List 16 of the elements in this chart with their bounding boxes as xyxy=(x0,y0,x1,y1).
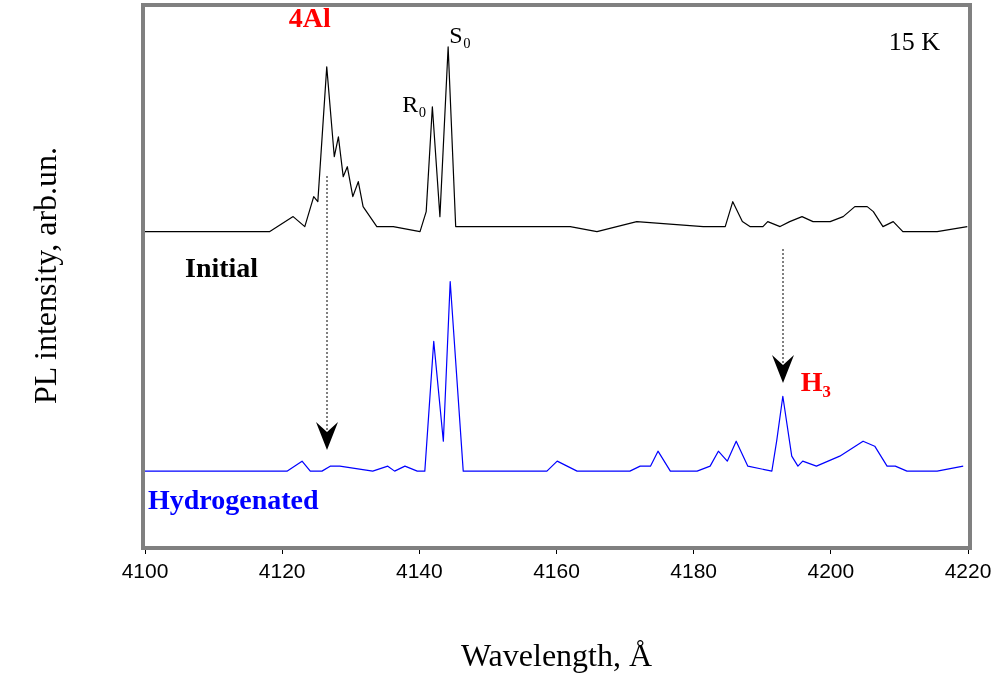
annotation: 4Al xyxy=(288,1,331,33)
annotation: H₃ xyxy=(800,366,832,398)
annotation: S₀ xyxy=(449,21,471,48)
x-tick-label: 4160 xyxy=(533,559,580,583)
annotation: 15 K xyxy=(888,27,941,56)
series-label: Hydrogenated xyxy=(148,484,320,516)
x-tick-label: 4140 xyxy=(395,559,443,583)
x-axis-title: Wavelength, Å xyxy=(460,637,653,674)
x-tick-label: 4220 xyxy=(944,559,992,583)
annotation: R₀ xyxy=(402,90,427,117)
y-axis-title: PL intensity, arb.un. xyxy=(27,146,64,405)
x-tick-label: 4200 xyxy=(807,559,855,583)
x-tick-label: 4100 xyxy=(121,559,169,583)
x-tick-label: 4120 xyxy=(258,559,306,583)
series-label: Initial xyxy=(185,251,259,283)
x-tick-label: 4180 xyxy=(670,559,718,583)
